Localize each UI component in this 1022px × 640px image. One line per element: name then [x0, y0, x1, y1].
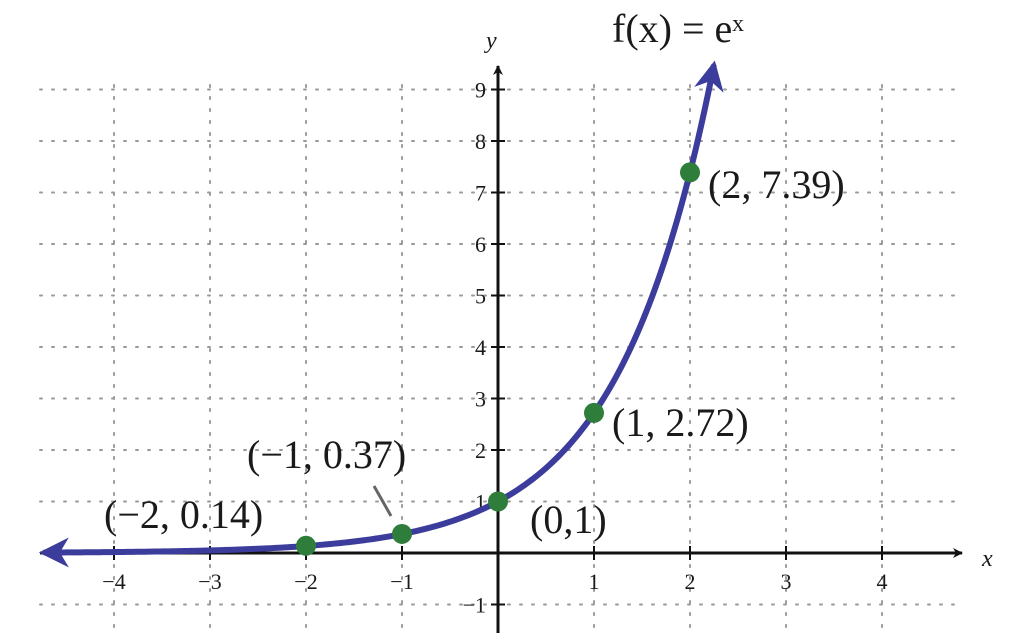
y-tick-label: −1 — [463, 593, 486, 618]
data-points: (−2, 0.14) (−1, 0.37) (0,1) (1, 2.72) (2, 7.… — [104, 162, 845, 556]
y-tick-label: 8 — [475, 129, 486, 154]
x-tick-label: −4 — [102, 569, 125, 594]
x-tick-label: −3 — [198, 569, 221, 594]
data-point — [488, 491, 508, 512]
point-label: (2, 7.39) — [708, 162, 845, 207]
data-point — [680, 162, 700, 183]
x-tick-label: 2 — [685, 569, 696, 594]
y-tick-label: 6 — [475, 232, 486, 257]
x-tick-label: −2 — [294, 569, 317, 594]
y-tick-label: 4 — [475, 335, 486, 360]
data-point — [392, 523, 412, 544]
y-tick-label: 7 — [475, 181, 486, 206]
y-axis-label: y — [484, 28, 497, 54]
y-tick-label: 5 — [475, 284, 486, 309]
function-label: f(x) = eˣ — [612, 6, 744, 51]
y-tick-label: 9 — [475, 78, 486, 103]
y-tick-label: 3 — [475, 387, 486, 412]
data-point — [296, 535, 316, 556]
exponential-curve — [38, 60, 724, 568]
leader-line — [372, 485, 393, 517]
axes — [40, 65, 963, 633]
x-tick-label: 1 — [589, 569, 600, 594]
x-axis-label: x — [981, 546, 993, 572]
data-point — [584, 402, 604, 423]
x-tick-label: −1 — [390, 569, 413, 594]
point-label: (−1, 0.37) — [247, 432, 406, 477]
point-label: (1, 2.72) — [612, 400, 749, 445]
point-label: (0,1) — [530, 497, 607, 542]
x-tick-label: 4 — [877, 569, 888, 594]
x-tick-label: 3 — [781, 569, 792, 594]
y-tick-label: 2 — [475, 438, 486, 463]
point-label: (−2, 0.14) — [104, 492, 263, 537]
